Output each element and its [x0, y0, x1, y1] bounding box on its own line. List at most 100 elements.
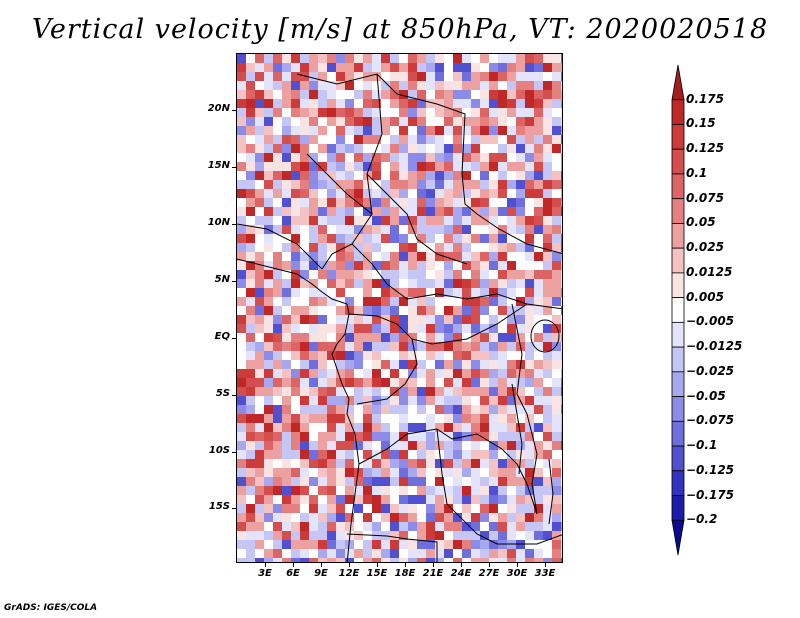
latitude-label: 15S: [208, 501, 230, 512]
velocity-cell: [453, 252, 462, 261]
velocity-cell: [390, 198, 399, 207]
velocity-cell: [399, 486, 408, 495]
velocity-cell: [327, 306, 336, 315]
velocity-cell: [543, 162, 552, 171]
velocity-cell: [525, 450, 534, 459]
velocity-cell: [417, 126, 426, 135]
velocity-cell: [336, 387, 345, 396]
velocity-cell: [534, 513, 543, 522]
velocity-cell: [318, 387, 327, 396]
velocity-cell: [246, 153, 255, 162]
velocity-cell: [480, 432, 489, 441]
velocity-cell: [462, 126, 471, 135]
velocity-cell: [300, 279, 309, 288]
velocity-cell: [300, 81, 309, 90]
velocity-cell: [354, 225, 363, 234]
velocity-cell: [435, 297, 444, 306]
velocity-cell: [291, 72, 300, 81]
velocity-cell: [309, 207, 318, 216]
velocity-cell: [300, 216, 309, 225]
velocity-cell: [390, 414, 399, 423]
velocity-cell: [291, 459, 300, 468]
velocity-cell: [417, 486, 426, 495]
velocity-cell: [561, 495, 562, 504]
velocity-cell: [543, 90, 552, 99]
velocity-cell: [453, 297, 462, 306]
velocity-cell: [381, 450, 390, 459]
velocity-cell: [318, 351, 327, 360]
velocity-cell: [435, 207, 444, 216]
velocity-cell: [417, 459, 426, 468]
velocity-cell: [327, 279, 336, 288]
velocity-cell: [516, 144, 525, 153]
velocity-cell: [309, 522, 318, 531]
velocity-cell: [255, 396, 264, 405]
velocity-cell: [336, 81, 345, 90]
lake-victoria: [530, 319, 560, 353]
velocity-cell: [318, 432, 327, 441]
velocity-cell: [507, 351, 516, 360]
velocity-cell: [327, 108, 336, 117]
velocity-cell: [282, 270, 291, 279]
velocity-cell: [399, 216, 408, 225]
velocity-cell: [525, 513, 534, 522]
velocity-cell: [354, 153, 363, 162]
velocity-cell: [255, 288, 264, 297]
velocity-cell: [417, 261, 426, 270]
velocity-cell: [489, 468, 498, 477]
velocity-cell: [300, 468, 309, 477]
velocity-cell: [552, 81, 561, 90]
velocity-cell: [318, 99, 327, 108]
velocity-cell: [543, 63, 552, 72]
velocity-cell: [507, 441, 516, 450]
velocity-cell: [399, 342, 408, 351]
velocity-cell: [336, 144, 345, 153]
velocity-cell: [552, 216, 561, 225]
velocity-cell: [462, 486, 471, 495]
velocity-cell: [543, 207, 552, 216]
velocity-cell: [435, 549, 444, 558]
velocity-cell: [426, 315, 435, 324]
velocity-cell: [327, 288, 336, 297]
velocity-cell: [525, 126, 534, 135]
velocity-cell: [471, 279, 480, 288]
velocity-cell: [336, 558, 345, 562]
velocity-cell: [417, 549, 426, 558]
velocity-cell: [327, 198, 336, 207]
velocity-cell: [300, 135, 309, 144]
velocity-cell: [309, 351, 318, 360]
velocity-cell: [471, 90, 480, 99]
velocity-cell: [309, 72, 318, 81]
velocity-cell: [282, 315, 291, 324]
velocity-cell: [399, 54, 408, 63]
velocity-cell: [543, 315, 552, 324]
border-segment: [358, 428, 538, 515]
velocity-cell: [498, 432, 507, 441]
velocity-cell: [291, 513, 300, 522]
velocity-cell: [300, 342, 309, 351]
velocity-cell: [399, 81, 408, 90]
velocity-cell: [516, 225, 525, 234]
velocity-cell: [255, 225, 264, 234]
velocity-cell: [543, 486, 552, 495]
velocity-cell: [345, 315, 354, 324]
velocity-cell: [264, 90, 273, 99]
velocity-cell: [399, 360, 408, 369]
velocity-cell: [498, 351, 507, 360]
velocity-cell: [525, 180, 534, 189]
velocity-cell: [300, 243, 309, 252]
velocity-cell: [561, 468, 562, 477]
velocity-cell: [345, 153, 354, 162]
velocity-cell: [345, 369, 354, 378]
velocity-cell: [444, 297, 453, 306]
velocity-cell: [345, 387, 354, 396]
velocity-cell: [453, 351, 462, 360]
velocity-cell: [309, 342, 318, 351]
velocity-cell: [408, 360, 417, 369]
velocity-cell: [507, 126, 516, 135]
velocity-cell: [381, 180, 390, 189]
velocity-cell: [408, 288, 417, 297]
velocity-cell: [309, 504, 318, 513]
velocity-cell: [417, 99, 426, 108]
velocity-cell: [471, 135, 480, 144]
